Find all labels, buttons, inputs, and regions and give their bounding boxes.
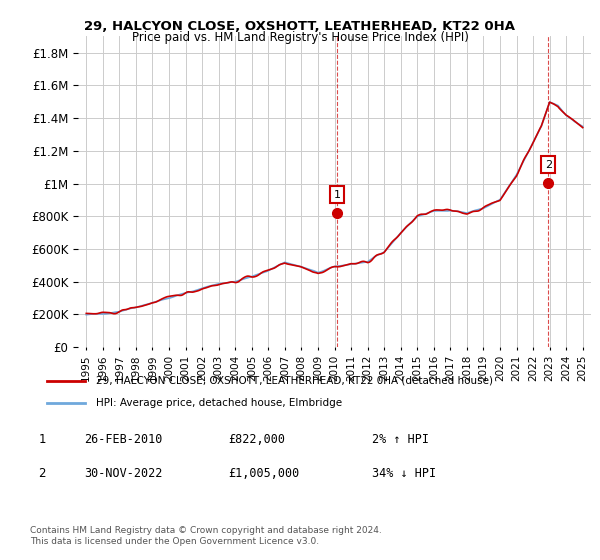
Text: 2% ↑ HPI: 2% ↑ HPI [372, 433, 429, 446]
Text: 30-NOV-2022: 30-NOV-2022 [84, 466, 163, 480]
Text: £822,000: £822,000 [228, 433, 285, 446]
Text: 26-FEB-2010: 26-FEB-2010 [84, 433, 163, 446]
Text: HPI: Average price, detached house, Elmbridge: HPI: Average price, detached house, Elmb… [96, 398, 343, 408]
Text: 34% ↓ HPI: 34% ↓ HPI [372, 466, 436, 480]
Text: £1,005,000: £1,005,000 [228, 466, 299, 480]
Text: 29, HALCYON CLOSE, OXSHOTT, LEATHERHEAD, KT22 0HA: 29, HALCYON CLOSE, OXSHOTT, LEATHERHEAD,… [85, 20, 515, 32]
Text: Price paid vs. HM Land Registry's House Price Index (HPI): Price paid vs. HM Land Registry's House … [131, 31, 469, 44]
Text: Contains HM Land Registry data © Crown copyright and database right 2024.
This d: Contains HM Land Registry data © Crown c… [30, 526, 382, 546]
Text: 2: 2 [38, 467, 46, 480]
Text: 29, HALCYON CLOSE, OXSHOTT, LEATHERHEAD, KT22 0HA (detached house): 29, HALCYON CLOSE, OXSHOTT, LEATHERHEAD,… [96, 376, 493, 386]
Text: 1: 1 [38, 433, 46, 446]
Text: 1: 1 [334, 190, 340, 200]
Text: 2: 2 [545, 160, 552, 170]
